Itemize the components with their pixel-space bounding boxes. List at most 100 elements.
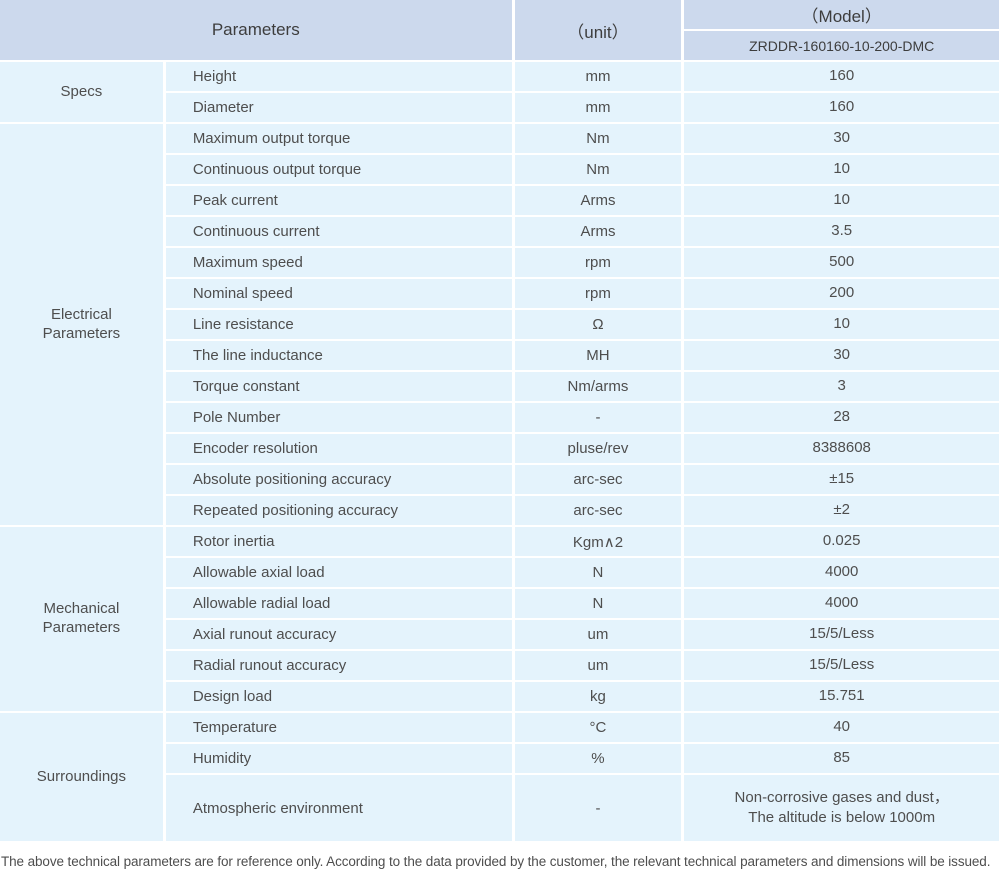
unit-value: Nm/arms bbox=[514, 372, 682, 401]
parameter-name: Encoder resolution bbox=[165, 434, 512, 463]
parameter-name: The line inductance bbox=[165, 341, 512, 370]
model-number: ZRDDR-160160-10-200-DMC bbox=[684, 31, 999, 60]
parameter-name: Absolute positioning accuracy bbox=[165, 465, 512, 494]
unit-value: Nm bbox=[514, 124, 682, 153]
table-row: Line resistance Ω 10 bbox=[0, 310, 999, 339]
parameter-value: 28 bbox=[684, 403, 999, 432]
parameter-value: 4000 bbox=[684, 558, 999, 587]
footer-disclaimer: The above technical parameters are for r… bbox=[1, 854, 991, 869]
unit-value: rpm bbox=[514, 279, 682, 308]
unit-value: N bbox=[514, 589, 682, 618]
parameter-name: Pole Number bbox=[165, 403, 512, 432]
parameter-name: Allowable radial load bbox=[165, 589, 512, 618]
table-header: Parameters （unit） （Model） ZRDDR-160160-1… bbox=[0, 0, 999, 60]
unit-value: um bbox=[514, 620, 682, 649]
table-row: Allowable axial load N 4000 bbox=[0, 558, 999, 587]
parameter-name: Axial runout accuracy bbox=[165, 620, 512, 649]
parameter-name: Atmospheric environment bbox=[165, 775, 512, 841]
parameter-name: Height bbox=[165, 62, 512, 91]
parameter-value: ±2 bbox=[684, 496, 999, 525]
parameter-name: Allowable axial load bbox=[165, 558, 512, 587]
parameter-value: 160 bbox=[684, 93, 999, 122]
parameter-name: Radial runout accuracy bbox=[165, 651, 512, 680]
unit-value: mm bbox=[514, 62, 682, 91]
parameter-name: Rotor inertia bbox=[165, 527, 512, 556]
parameter-name: Design load bbox=[165, 682, 512, 711]
section-label-surroundings: Surroundings bbox=[0, 713, 163, 841]
table-row: Allowable radial load N 4000 bbox=[0, 589, 999, 618]
table-row: Repeated positioning accuracy arc-sec ±2 bbox=[0, 496, 999, 525]
parameters-table: Parameters （unit） （Model） ZRDDR-160160-1… bbox=[0, 0, 999, 841]
parameter-name: Diameter bbox=[165, 93, 512, 122]
parameter-name: Peak current bbox=[165, 186, 512, 215]
unit-value: Nm bbox=[514, 155, 682, 184]
parameter-name: Continuous current bbox=[165, 217, 512, 246]
table-body: Specs Height mm 160 Diameter mm 160 Electrical … bbox=[0, 62, 999, 841]
parameter-value: 10 bbox=[684, 310, 999, 339]
parameter-value: 200 bbox=[684, 279, 999, 308]
table-row: Maximum speed rpm 500 bbox=[0, 248, 999, 277]
table-row: Torque constant Nm/arms 3 bbox=[0, 372, 999, 401]
parameter-value: 3 bbox=[684, 372, 999, 401]
unit-value: arc-sec bbox=[514, 496, 682, 525]
parameter-value: 160 bbox=[684, 62, 999, 91]
unit-value: um bbox=[514, 651, 682, 680]
parameter-value: Non-corrosive gases and dust， The altitu… bbox=[684, 775, 999, 841]
parameter-value: 10 bbox=[684, 155, 999, 184]
table-row: Axial runout accuracy um 15/5/Less bbox=[0, 620, 999, 649]
parameter-value: 500 bbox=[684, 248, 999, 277]
parameter-value: 85 bbox=[684, 744, 999, 773]
column-header-parameters: Parameters bbox=[0, 0, 512, 60]
parameter-name: Maximum output torque bbox=[165, 124, 512, 153]
table-row: Atmospheric environment - Non-corrosive ga… bbox=[0, 775, 999, 841]
parameter-value: 30 bbox=[684, 341, 999, 370]
table-row: Continuous current Arms 3.5 bbox=[0, 217, 999, 246]
parameter-value: 0.025 bbox=[684, 527, 999, 556]
parameter-value: 40 bbox=[684, 713, 999, 742]
parameter-name: Continuous output torque bbox=[165, 155, 512, 184]
table-row: Diameter mm 160 bbox=[0, 93, 999, 122]
unit-value: MH bbox=[514, 341, 682, 370]
table-row: Electrical Parameters Maximum output torq… bbox=[0, 124, 999, 525]
parameter-value: ±15 bbox=[684, 465, 999, 494]
unit-value: % bbox=[514, 744, 682, 773]
parameter-value: 15/5/Less bbox=[684, 620, 999, 649]
section-label-electrical-parameters: Electrical Parameters bbox=[0, 124, 163, 525]
unit-value: - bbox=[514, 403, 682, 432]
unit-value: arc-sec bbox=[514, 465, 682, 494]
parameter-name: Humidity bbox=[165, 744, 512, 773]
unit-value: Kgm∧2 bbox=[514, 527, 682, 556]
parameter-value: 15/5/Less bbox=[684, 651, 999, 680]
table-row: Pole Number -28 bbox=[0, 403, 999, 432]
unit-value: °C bbox=[514, 713, 682, 742]
section-label-mechanical-parameters: Mechanical Parameters bbox=[0, 527, 163, 711]
parameter-name: Torque constant bbox=[165, 372, 512, 401]
table-row: Peak current Arms 10 bbox=[0, 186, 999, 215]
table-row: Mechanical Parameters Rotor inertia Kgm∧2 0… bbox=[0, 527, 999, 711]
parameter-name: Temperature bbox=[165, 713, 512, 742]
table-row: Design load kg 15.751 bbox=[0, 682, 999, 711]
table-row: Nominal speed rpm 200 bbox=[0, 279, 999, 308]
parameter-name: Repeated positioning accuracy bbox=[165, 496, 512, 525]
unit-value: Arms bbox=[514, 186, 682, 215]
unit-value: Arms bbox=[514, 217, 682, 246]
table-row: Continuous output torque Nm 10 bbox=[0, 155, 999, 184]
unit-value: Ω bbox=[514, 310, 682, 339]
unit-value: pluse/rev bbox=[514, 434, 682, 463]
column-header-model: （Model） bbox=[684, 0, 999, 29]
parameter-value: 10 bbox=[684, 186, 999, 215]
header-row-1: Parameters （unit） （Model） bbox=[0, 0, 999, 60]
parameter-value: 3.5 bbox=[684, 217, 999, 246]
unit-value: N bbox=[514, 558, 682, 587]
header-row-2: ZRDDR-160160-10-200-DMC bbox=[0, 31, 999, 60]
parameter-value: 4000 bbox=[684, 589, 999, 618]
table-row: Radial runout accuracy um 15/5/Less bbox=[0, 651, 999, 680]
column-header-unit: （unit） bbox=[514, 0, 682, 60]
parameter-name: Nominal speed bbox=[165, 279, 512, 308]
parameter-value: 8388608 bbox=[684, 434, 999, 463]
parameter-value: 15.751 bbox=[684, 682, 999, 711]
parameter-value: 30 bbox=[684, 124, 999, 153]
unit-value: - bbox=[514, 775, 682, 841]
section-label-specs: Specs bbox=[0, 62, 163, 122]
unit-value: mm bbox=[514, 93, 682, 122]
